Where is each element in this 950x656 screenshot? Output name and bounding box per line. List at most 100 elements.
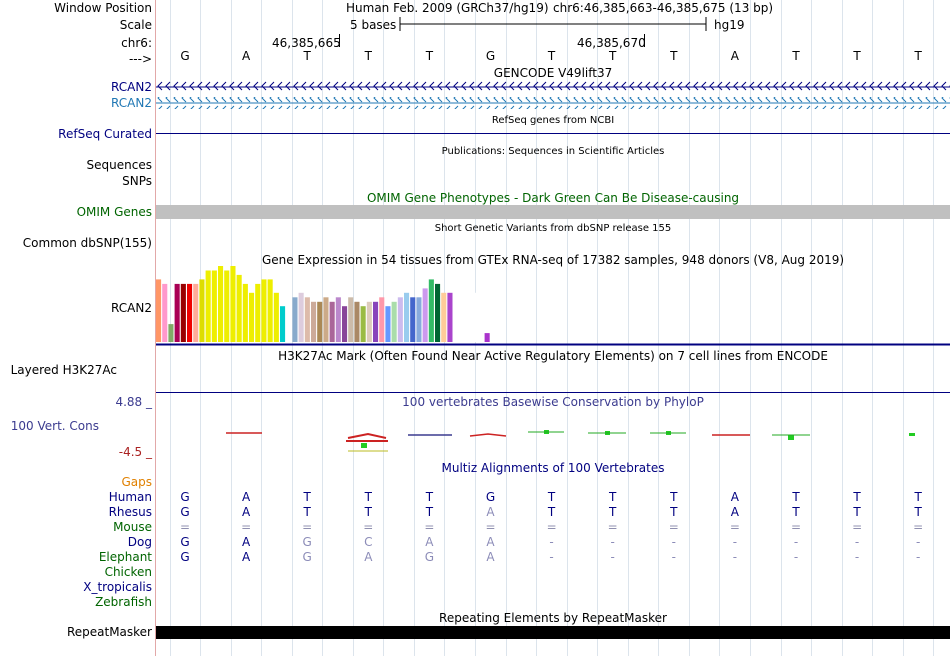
gtex-tissue-bar[interactable] [484,333,490,342]
species-label-rhesus[interactable]: Rhesus [108,505,152,519]
grid-line [688,0,690,656]
gtex-tissue-bar[interactable] [453,292,459,342]
gtex-tissue-bar[interactable] [180,283,186,342]
gtex-tissue-bar[interactable] [397,297,403,342]
gtex-tissue-bar[interactable] [391,301,397,342]
multiz-gaps-label: Gaps [121,475,152,489]
gtex-tissue-bar[interactable] [416,297,422,342]
publications-track-label[interactable]: Sequences [86,158,152,172]
repeatmasker-element[interactable] [156,626,950,639]
gtex-tissue-bar[interactable] [242,283,248,342]
gencode-gene-label-2[interactable]: RCAN2 [111,96,152,110]
gtex-tissue-bar[interactable] [360,306,366,342]
gtex-gene-label[interactable]: RCAN2 [111,301,152,315]
phylop-min-label: -4.5 _ [118,445,152,459]
base-letter: T [853,49,861,63]
alignment-base: A [241,550,251,564]
omim-track-label[interactable]: OMIM Genes [76,205,152,219]
species-label-zebrafish[interactable]: Zebrafish [95,595,152,609]
track-area[interactable]: Human Feb. 2009 (GRCh37/hg19) chr6:46,38… [156,0,950,656]
gtex-tissue-bar[interactable] [162,283,168,342]
gtex-tissue-bar[interactable] [366,301,372,342]
gtex-tissue-bar[interactable] [205,270,211,343]
gtex-tissue-bar[interactable] [317,301,323,342]
base-letter: T [364,49,372,63]
gtex-tissue-bar[interactable] [422,288,428,342]
species-label-dog[interactable]: Dog [127,535,152,549]
gtex-tissue-bar[interactable] [354,301,360,342]
species-label-elephant[interactable]: Elephant [98,550,152,564]
publications-track-title: Publications: Sequences in Scientific Ar… [441,146,665,157]
alignment-base: T [547,505,556,519]
alignment-base: = [607,520,618,534]
gtex-tissue-bar[interactable] [255,283,261,342]
gtex-tissue-bar[interactable] [249,292,255,342]
gtex-tissue-bar[interactable] [329,301,335,342]
repeatmasker-track-label[interactable]: RepeatMasker [66,625,152,639]
gtex-tissue-bar[interactable] [342,306,348,342]
gtex-tissue-bar[interactable] [348,297,354,342]
gtex-tissue-bar[interactable] [472,292,478,342]
gtex-tissue-bar[interactable] [193,283,199,342]
phylop-signal[interactable] [156,420,950,460]
gtex-tissue-bar[interactable] [230,266,236,342]
gtex-tissue-bar[interactable] [373,301,379,342]
gtex-tissue-bar[interactable] [466,283,472,342]
omim-gene-bar[interactable] [156,205,950,219]
gtex-tissue-bar[interactable] [286,301,292,342]
gtex-tissue-bar[interactable] [435,283,441,342]
position-tick-1 [339,34,340,47]
gtex-tissue-bar[interactable] [298,292,304,342]
gencode-gene-label-1[interactable]: RCAN2 [111,80,152,94]
gtex-tissue-bar[interactable] [428,279,434,342]
species-label-human[interactable]: Human [108,490,152,504]
alignment-base: G [180,505,190,519]
alignment-base: A [241,490,251,504]
gtex-tissue-bar[interactable] [156,279,162,342]
gtex-tissue-bar[interactable] [267,279,273,342]
assembly-title: Human Feb. 2009 (GRCh37/hg19) [346,1,549,15]
gtex-tissue-bar[interactable] [236,274,242,342]
gtex-tissue-bar[interactable] [280,306,286,342]
h3k27ac-track-label[interactable]: Layered H3K27Ac [10,363,117,377]
gtex-tissue-bar[interactable] [311,301,317,342]
gtex-tissue-bar[interactable] [447,292,453,342]
dbsnp-track-label[interactable]: Common dbSNP(155) [22,236,152,250]
refseq-gene-line[interactable] [156,133,950,134]
gtex-tissue-bar[interactable] [211,270,217,343]
gtex-tissue-bar[interactable] [199,279,205,342]
gencode-gene-models[interactable] [156,80,950,110]
gtex-tissue-bar[interactable] [224,270,230,343]
gtex-tissue-bar[interactable] [174,283,180,342]
phylop-track-label[interactable]: 100 Vert. Cons [10,419,99,433]
base-letter: T [914,49,922,63]
species-label-chicken[interactable]: Chicken [104,565,152,579]
grid-line [597,0,599,656]
grid-line [291,0,293,656]
snps-track-label[interactable]: SNPs [122,174,152,188]
gtex-tissue-bar[interactable] [441,292,447,342]
alignment-base: T [364,490,372,504]
gtex-tissue-bar[interactable] [410,297,416,342]
gtex-tissue-bar[interactable] [385,306,391,342]
refseq-track-label[interactable]: RefSeq Curated [58,127,152,141]
gtex-tissue-bar[interactable] [218,266,224,342]
alignment-base: T [670,505,678,519]
species-label-mouse[interactable]: Mouse [113,520,152,534]
gtex-tissue-bar[interactable] [292,297,298,342]
gtex-tissue-bar[interactable] [404,292,410,342]
species-label-x_tropicalis[interactable]: X_tropicalis [83,580,152,594]
window-position-label: Window Position [54,1,152,15]
gtex-tissue-bar[interactable] [304,297,310,342]
gtex-tissue-bar[interactable] [323,297,329,342]
gtex-tissue-bar[interactable] [459,288,465,342]
alignment-base: - [549,535,554,549]
gtex-tissue-bar[interactable] [168,324,174,342]
gtex-tissue-bar[interactable] [187,283,193,342]
gtex-bar-chart[interactable] [156,266,950,346]
gtex-tissue-bar[interactable] [379,297,385,342]
gtex-tissue-bar[interactable] [478,288,484,342]
gtex-tissue-bar[interactable] [273,292,279,342]
gtex-tissue-bar[interactable] [335,297,341,342]
gtex-tissue-bar[interactable] [261,279,267,342]
